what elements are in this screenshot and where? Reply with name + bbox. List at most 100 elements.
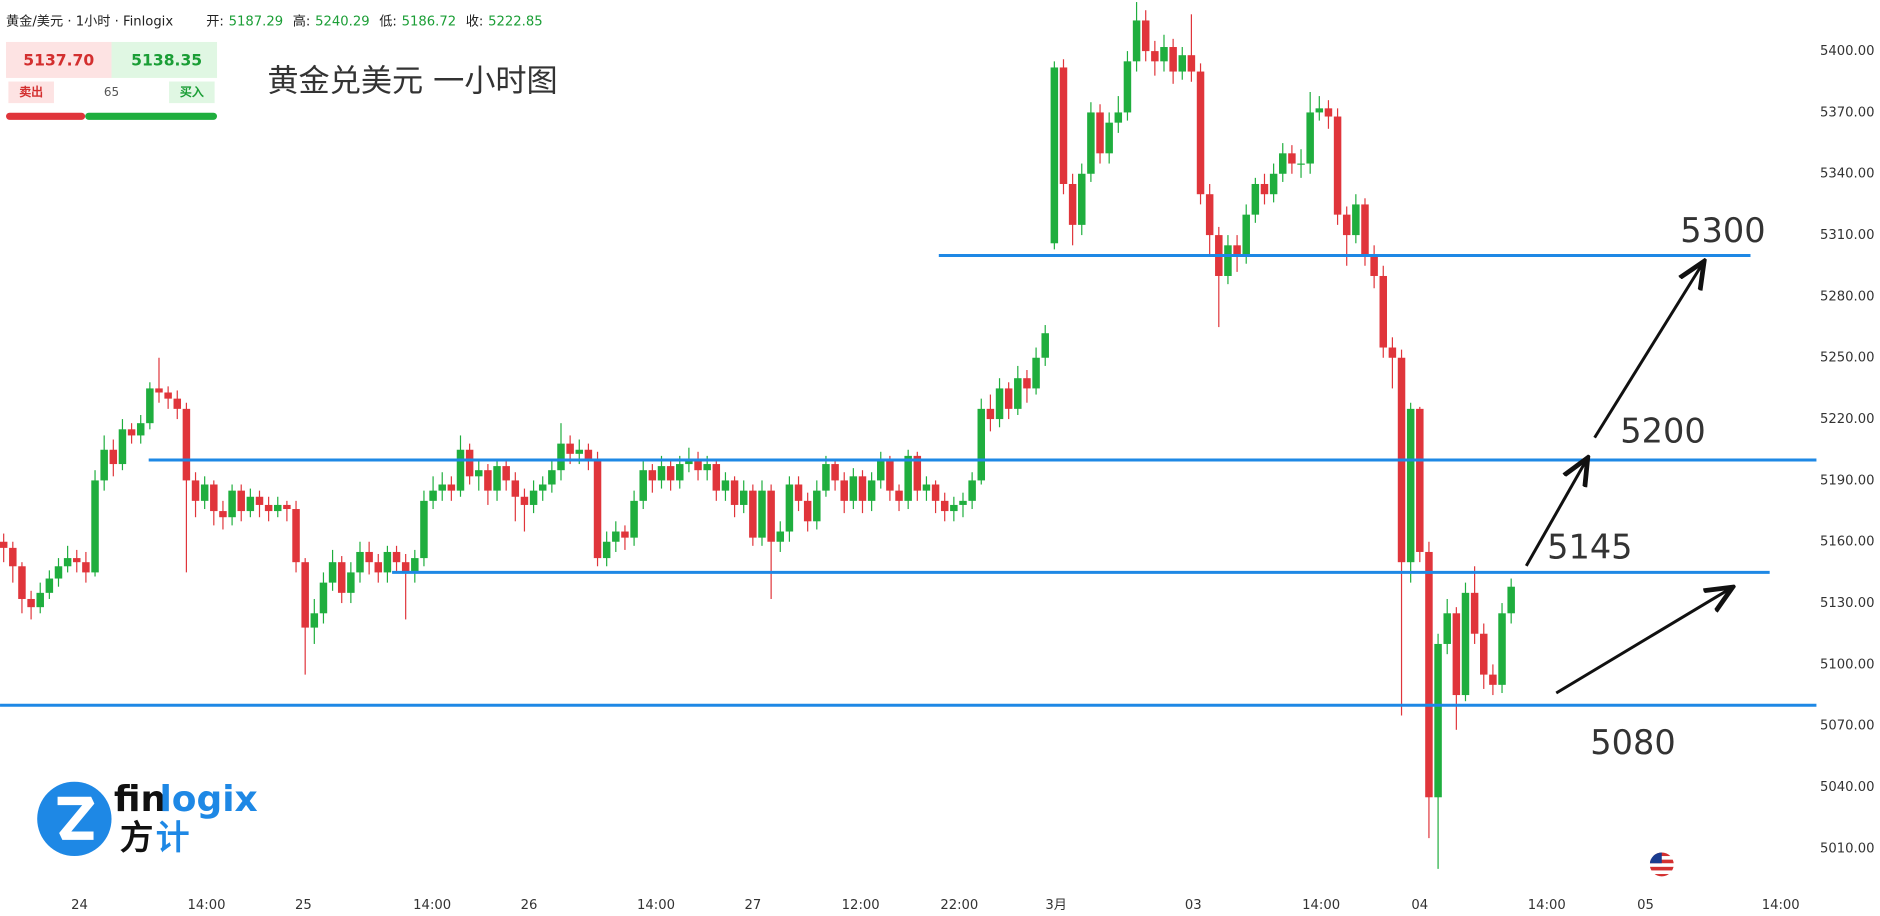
candle-body <box>676 464 684 481</box>
candle-body <box>1105 122 1113 154</box>
candle-body <box>1452 613 1461 696</box>
candle-body <box>438 484 446 491</box>
candle-body <box>1251 183 1260 215</box>
candle-body <box>1032 357 1040 389</box>
candle-body <box>630 500 638 538</box>
candle-body <box>822 464 830 491</box>
candle-body <box>237 490 245 512</box>
field-value: 5186.72 <box>402 15 456 30</box>
arrow <box>1524 460 1586 567</box>
candle-body <box>420 500 428 559</box>
candle-body <box>959 500 967 505</box>
x-tick-label: 3月 <box>1045 898 1067 913</box>
candle-body <box>575 449 584 454</box>
candle-body <box>1096 112 1104 154</box>
candle-body <box>465 449 474 477</box>
candle-body <box>493 466 501 491</box>
field-label: 收: <box>466 14 484 30</box>
y-tick-label: 5070.00 <box>1820 719 1874 734</box>
candle-body <box>182 408 191 481</box>
y-tick-label: 5040.00 <box>1820 780 1874 795</box>
candle-body <box>904 455 912 501</box>
candle-body <box>63 558 72 567</box>
candle-body <box>328 562 337 583</box>
candle-body <box>566 443 574 454</box>
candle-body <box>1160 47 1168 62</box>
y-tick-label: 5400.00 <box>1820 44 1874 59</box>
candle-body <box>749 490 757 538</box>
candle-body <box>1507 586 1515 614</box>
symbol: 黄金/美元 · 1小时 · Finlogix <box>6 14 173 30</box>
candle-body <box>758 490 766 538</box>
candle-body <box>529 490 538 505</box>
candle-body <box>1379 275 1388 348</box>
candle-body <box>356 551 364 573</box>
brand-cn: 方 <box>120 818 154 857</box>
candle-body <box>511 480 520 497</box>
candle-body <box>1169 47 1177 72</box>
buy-label[interactable]: 买入 <box>180 85 204 99</box>
field-label: 开: <box>206 15 224 30</box>
candle-body <box>703 464 711 471</box>
x-tick-label: 14:00 <box>1302 898 1340 913</box>
level-label: 5300 <box>1680 211 1765 250</box>
candle-body <box>73 558 81 563</box>
level-label: 5080 <box>1590 723 1675 762</box>
candle-body <box>228 490 236 518</box>
candle-body <box>886 459 894 491</box>
candle-body <box>1141 20 1150 52</box>
y-tick-label: 5190.00 <box>1820 473 1874 488</box>
candle-body <box>1342 214 1351 236</box>
candle-body <box>1461 592 1470 696</box>
candle-body <box>1041 333 1049 358</box>
candle-body <box>27 598 35 608</box>
candle-body <box>9 547 17 567</box>
brand-fin: fin <box>114 779 166 820</box>
candle-body <box>712 464 721 491</box>
candle-body <box>118 429 127 465</box>
candle-body <box>109 449 118 465</box>
candle-body <box>36 592 44 608</box>
candle-body <box>648 470 657 481</box>
candle-body <box>18 566 26 599</box>
candle-body <box>593 459 602 559</box>
candle-body <box>1443 613 1451 644</box>
candle-body <box>155 388 163 393</box>
candle-body <box>1187 55 1196 72</box>
y-tick-label: 5250.00 <box>1820 351 1874 366</box>
candle-body <box>1178 55 1187 72</box>
candle-body <box>264 504 273 512</box>
arrow <box>1555 589 1730 695</box>
candle-body <box>1425 551 1433 798</box>
candle-body <box>255 496 264 505</box>
candle-body <box>1004 388 1013 409</box>
candle-body <box>1288 153 1296 164</box>
candle-body <box>401 562 410 573</box>
candle-body <box>1078 173 1086 225</box>
buy-bar <box>85 112 218 120</box>
candle-body <box>922 484 931 491</box>
chart-title: 黄金兑美元 一小时图 <box>267 64 557 100</box>
candle-body <box>219 511 227 518</box>
bid-price[interactable]: 5137.70 <box>23 52 94 70</box>
candle-body <box>840 480 848 501</box>
ask-price[interactable]: 5138.35 <box>131 52 202 70</box>
candle-body <box>146 388 154 424</box>
candle-body <box>621 531 629 538</box>
candle-body <box>968 480 976 501</box>
y-tick-label: 5310.00 <box>1820 228 1874 243</box>
candle-body <box>374 562 383 573</box>
x-tick-label: 03 <box>1185 898 1202 913</box>
candle-body <box>1297 163 1305 165</box>
candle-body <box>557 443 565 471</box>
sell-label[interactable]: 卖出 <box>19 84 43 99</box>
y-tick-label: 5340.00 <box>1820 167 1874 182</box>
ask-box[interactable] <box>111 41 218 78</box>
candle-body <box>301 562 309 628</box>
candle-body <box>602 541 611 559</box>
buy-box[interactable] <box>169 81 215 104</box>
sell-box[interactable] <box>8 81 54 104</box>
bid-box[interactable] <box>6 41 112 78</box>
candle-body <box>584 449 593 460</box>
